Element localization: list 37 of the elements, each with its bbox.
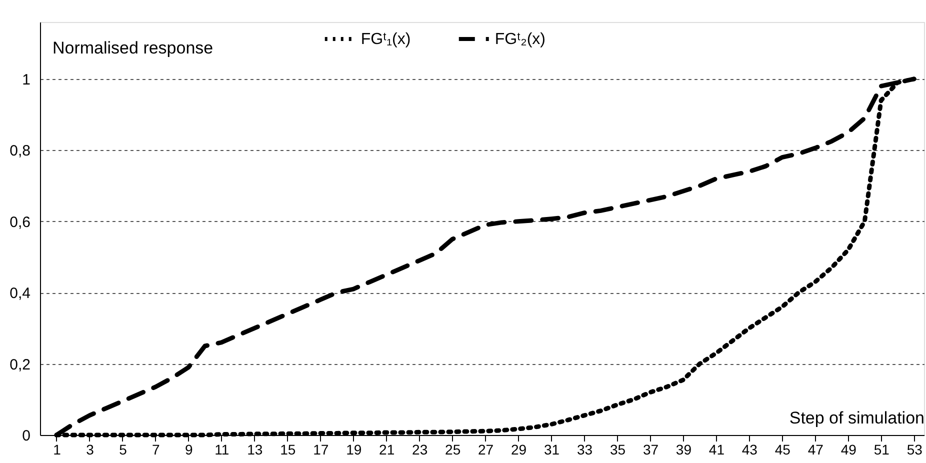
y-tick-label: 0,2 <box>10 356 30 374</box>
x-tick-label: 17 <box>313 442 329 458</box>
y-tick-label: 0,6 <box>10 214 30 231</box>
x-tick-label: 39 <box>676 442 692 458</box>
x-tick-label: 11 <box>214 442 230 458</box>
y-axis-title: Normalised response <box>52 38 214 58</box>
y-tick-label: 1 <box>22 71 30 88</box>
x-tick-label: 1 <box>53 442 62 458</box>
x-tick-label: 45 <box>774 442 791 458</box>
x-tick-label: 49 <box>840 442 857 458</box>
x-tick-label: 15 <box>280 442 296 458</box>
x-tick-label: 27 <box>478 442 494 458</box>
x-tick-label: 43 <box>742 442 758 458</box>
x-tick-label: 19 <box>346 442 362 458</box>
x-axis-title: Step of simulation <box>789 408 924 428</box>
x-tick-label: 29 <box>510 442 527 458</box>
x-tick-label: 51 <box>874 442 890 458</box>
y-tick-label: 0,8 <box>10 142 30 160</box>
x-tick-label: 25 <box>445 442 461 458</box>
x-tick-label: 9 <box>185 442 194 458</box>
x-tick-label: 21 <box>379 442 395 458</box>
x-tick-label: 33 <box>576 442 593 458</box>
legend-label: FGᵗ₂(x) <box>494 31 546 48</box>
x-tick-label: 35 <box>610 442 626 458</box>
x-tick-label: 3 <box>86 442 94 458</box>
x-tick-label: 23 <box>412 442 428 458</box>
x-tick-label: 47 <box>808 442 824 458</box>
x-tick-label: 53 <box>906 442 923 458</box>
x-tick-label: 13 <box>247 442 263 458</box>
x-tick-label: 37 <box>642 442 659 458</box>
y-tick-label: 0 <box>22 428 30 444</box>
x-tick-label: 41 <box>708 442 725 458</box>
y-tick-label: 0,4 <box>10 285 30 302</box>
x-tick-label: 31 <box>544 442 560 458</box>
x-tick-label: 5 <box>119 442 128 458</box>
x-tick-label: 7 <box>152 442 160 458</box>
legend-label: FGᵗ₁(x) <box>360 31 411 48</box>
